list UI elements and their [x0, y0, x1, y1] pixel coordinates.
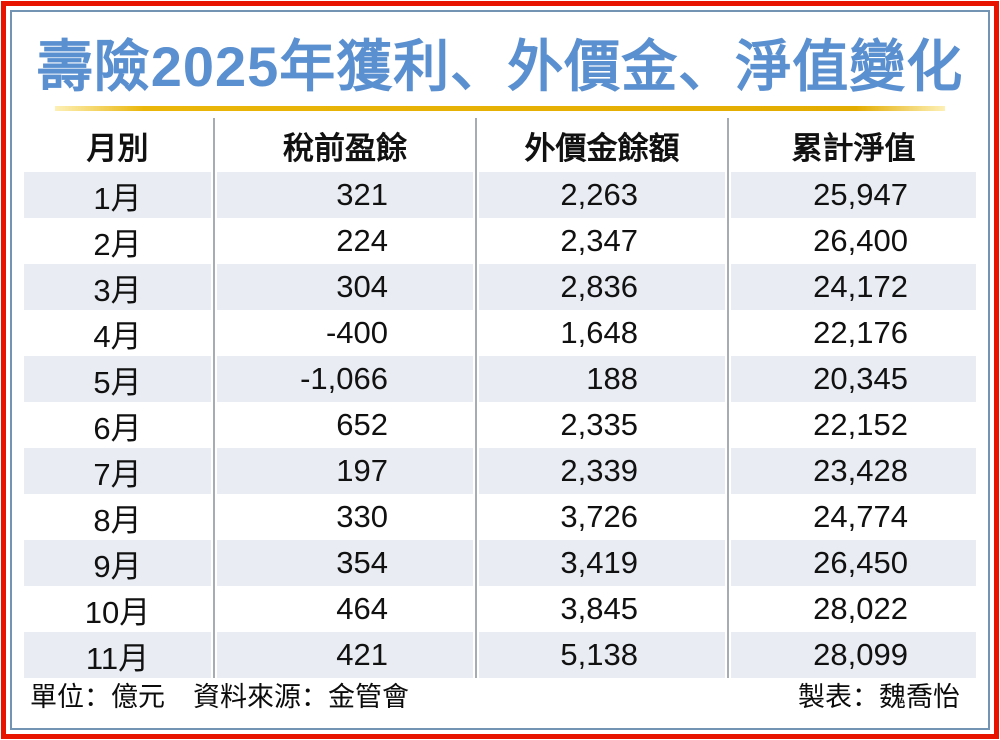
table-row: 4月 -400 1,648 22,176 [22, 310, 978, 356]
net-value-cell: 22,152 [727, 402, 978, 448]
fx-reserve-cell: 2,836 [475, 264, 727, 310]
net-value-cell: 26,450 [727, 540, 978, 586]
table-row: 3月 304 2,836 24,172 [22, 264, 978, 310]
month-cell: 8月 [93, 502, 142, 538]
pretax-earnings-cell: -400 [213, 310, 475, 356]
month-cell: 9月 [22, 540, 213, 586]
pretax-earnings-cell: 321 [213, 172, 475, 218]
net-value-cell: 23,428 [727, 448, 978, 494]
pretax-earnings-cell: -1,066 [213, 356, 475, 402]
table-body: 1月 321 2,263 25,947 2月 224 2,347 26,400 … [22, 172, 978, 678]
fx-reserve-cell: 1,648 [475, 310, 727, 356]
pretax-earnings-cell: 304 [213, 264, 475, 310]
pretax-earnings-cell: 330 [213, 494, 475, 540]
fx-reserve-cell: 3,726 [475, 494, 727, 540]
net-value-cell: 26,400 [727, 218, 978, 264]
table-row: 5月 -1,066 188 20,345 [22, 356, 978, 402]
source-note: 資料來源：金管會 [193, 682, 409, 712]
table-row: 9月 354 3,419 26,450 [22, 540, 978, 586]
table-row: 1月 321 2,263 25,947 [22, 172, 978, 218]
unit-note: 單位：億元 [30, 682, 165, 712]
table-row: 10月 464 3,845 28,022 [22, 586, 978, 632]
table-row: 6月 652 2,335 22,152 [22, 402, 978, 448]
footer: 單位：億元 資料來源：金管會 製表：魏喬怡 [30, 681, 960, 713]
month-cell: 10月 [84, 594, 151, 630]
month-cell: 2月 [93, 226, 142, 262]
table-header-row: 月別 稅前盈餘 外價金餘額 累計淨值 [22, 118, 978, 172]
pretax-earnings-cell: 354 [213, 540, 475, 586]
fx-reserve-cell: 188 [475, 356, 727, 402]
month-cell: 6月 [93, 410, 142, 446]
column-header-fx-reserve-balance: 外價金餘額 [475, 118, 727, 172]
column-header-pretax-earnings: 稅前盈餘 [213, 118, 475, 172]
net-value-cell: 25,947 [727, 172, 978, 218]
pretax-earnings-cell: 464 [213, 586, 475, 632]
month-cell: 5月 [22, 356, 213, 402]
net-value-cell: 20,345 [727, 356, 978, 402]
pretax-earnings-cell: 224 [213, 218, 475, 264]
net-value-cell: 28,022 [727, 586, 978, 632]
month-cell: 11月 [22, 632, 213, 678]
author-note: 製表：魏喬怡 [798, 682, 960, 712]
month-cell: 4月 [93, 318, 142, 354]
data-table: 月別 稅前盈餘 外價金餘額 累計淨值 1月 321 2,263 25,947 2… [22, 118, 978, 678]
fx-reserve-cell: 2,335 [475, 402, 727, 448]
table-row: 8月 330 3,726 24,774 [22, 494, 978, 540]
pretax-earnings-cell: 421 [213, 632, 475, 678]
table-row: 11月 421 5,138 28,099 [22, 632, 978, 678]
month-cell: 3月 [22, 264, 213, 310]
net-value-cell: 24,172 [727, 264, 978, 310]
fx-reserve-cell: 2,339 [475, 448, 727, 494]
gold-divider [55, 106, 945, 111]
fx-reserve-cell: 5,138 [475, 632, 727, 678]
month-cell: 1月 [22, 172, 213, 218]
month-cell: 7月 [22, 448, 213, 494]
fx-reserve-cell: 3,845 [475, 586, 727, 632]
fx-reserve-cell: 2,263 [475, 172, 727, 218]
column-header-cumulative-net-value: 累計淨值 [727, 118, 978, 172]
pretax-earnings-cell: 197 [213, 448, 475, 494]
table-row: 7月 197 2,339 23,428 [22, 448, 978, 494]
net-value-cell: 24,774 [727, 494, 978, 540]
net-value-cell: 28,099 [727, 632, 978, 678]
net-value-cell: 22,176 [727, 310, 978, 356]
column-header-month: 月別 [86, 130, 149, 166]
pretax-earnings-cell: 652 [213, 402, 475, 448]
table-row: 2月 224 2,347 26,400 [22, 218, 978, 264]
footer-left-notes: 單位：億元 資料來源：金管會 [30, 681, 409, 713]
fx-reserve-cell: 3,419 [475, 540, 727, 586]
fx-reserve-cell: 2,347 [475, 218, 727, 264]
page-title: 壽險2025年獲利、外價金、淨值變化 [36, 35, 964, 98]
